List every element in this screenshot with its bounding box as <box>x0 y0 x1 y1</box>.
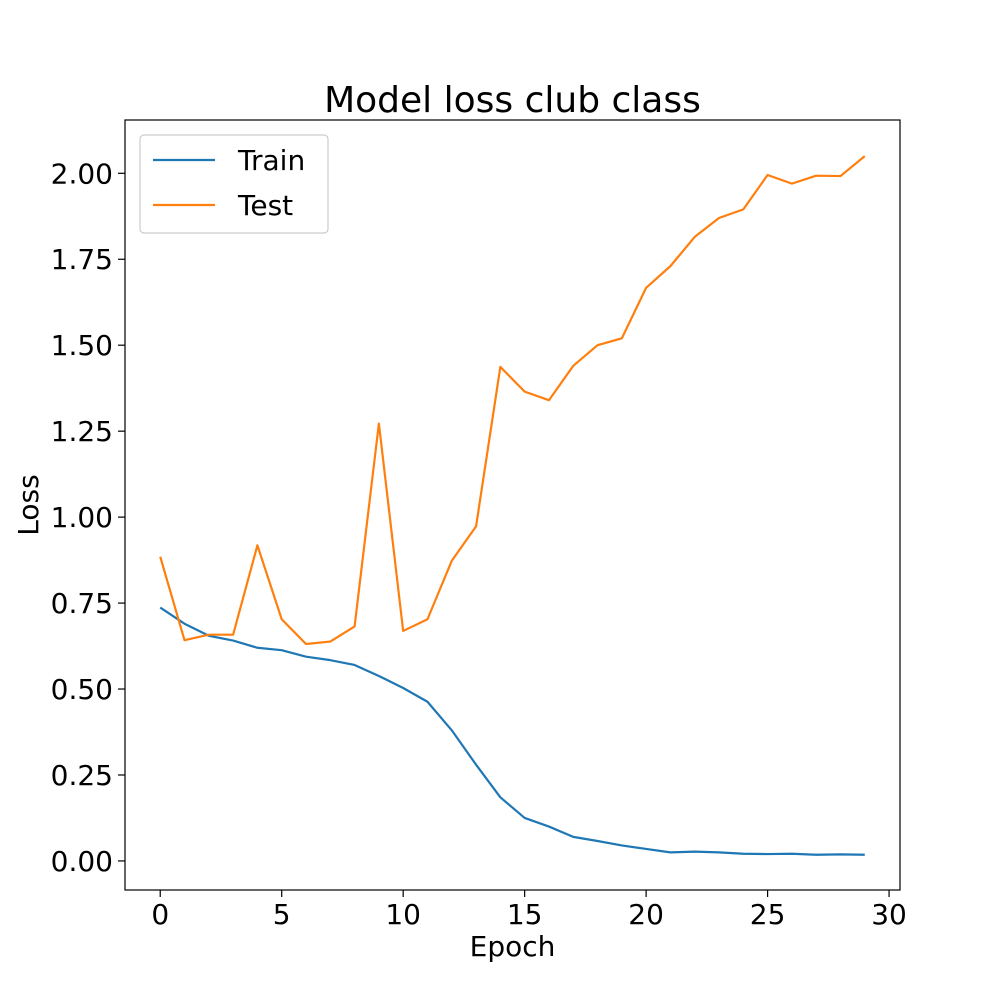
x-tick-label: 10 <box>385 898 421 931</box>
chart-title: Model loss club class <box>324 80 701 121</box>
x-tick-label: 20 <box>628 898 664 931</box>
y-tick-label: 2.00 <box>51 157 113 190</box>
series-line-train <box>159 606 865 856</box>
y-tick-label: 0.25 <box>51 759 113 792</box>
legend-label-test: Test <box>237 189 293 222</box>
x-tick-label: 15 <box>507 898 543 931</box>
plot-area <box>159 155 866 856</box>
plot-frame <box>124 119 901 891</box>
y-axis: 0.00 0.25 0.50 0.75 1.00 1.25 1.50 1.75 2.00 <box>51 157 125 878</box>
legend: Train Test <box>139 134 329 234</box>
y-tick-label: 0.75 <box>51 587 113 620</box>
y-tick-label: 1.00 <box>51 501 113 534</box>
y-tick-label: 0.00 <box>51 845 113 878</box>
x-axis: 0 5 10 15 20 25 30 <box>151 890 907 931</box>
x-tick-label: 25 <box>750 898 786 931</box>
y-axis-label: Loss <box>12 474 45 535</box>
y-tick-label: 1.75 <box>51 243 113 276</box>
legend-label-train: Train <box>237 144 305 177</box>
x-tick-label: 5 <box>273 898 291 931</box>
y-tick-label: 1.25 <box>51 415 113 448</box>
x-axis-label: Epoch <box>470 930 556 963</box>
x-tick-label: 0 <box>151 898 169 931</box>
series-line-test <box>159 155 866 646</box>
y-tick-label: 1.50 <box>51 329 113 362</box>
x-tick-label: 30 <box>871 898 907 931</box>
y-tick-label: 0.50 <box>51 673 113 706</box>
